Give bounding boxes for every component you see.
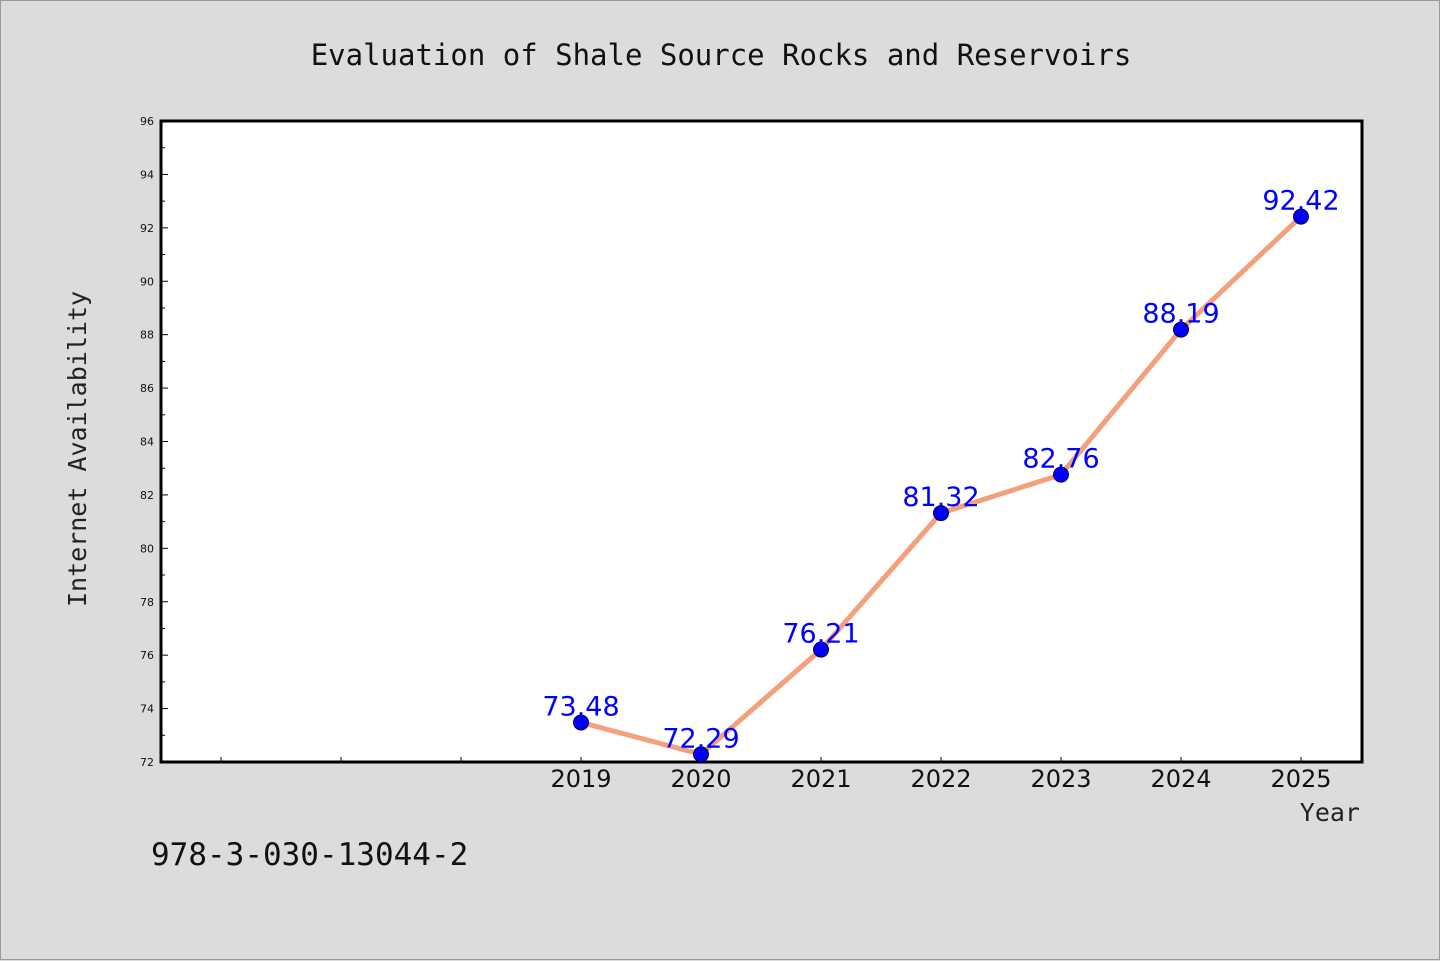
data-labels: 73.48 72.29 76.21 81.32 82.76 88.19 92.42 (542, 186, 1339, 755)
data-label: 73.48 (542, 691, 619, 722)
data-point (1173, 321, 1189, 338)
data-label: 72.29 (662, 723, 739, 754)
chart-title: Evaluation of Shale Source Rocks and Res… (311, 38, 1132, 72)
y-tick-label: 82 (140, 489, 154, 502)
y-tick-label: 84 (140, 436, 154, 449)
data-point (693, 746, 709, 763)
footnote-isbn: 978-3-030-13044-2 (151, 837, 468, 873)
y-tick-label: 90 (140, 275, 154, 288)
data-label: 88.19 (1142, 299, 1219, 330)
x-tick-label: 2023 (1030, 765, 1091, 793)
data-point (1053, 466, 1069, 483)
data-point (573, 714, 589, 731)
y-tick-label: 94 (140, 168, 154, 181)
plot-area (159, 119, 1364, 764)
data-label: 81.32 (902, 482, 979, 513)
data-point (1293, 208, 1309, 225)
y-tick-label: 92 (140, 222, 154, 235)
x-tick-label: 2021 (790, 765, 851, 793)
x-axis: 2019 2020 2021 2022 2023 2024 2025 (220, 757, 1332, 793)
x-tick-label: 2022 (910, 765, 971, 793)
y-tick-label: 72 (140, 756, 154, 769)
data-label: 82.76 (1022, 444, 1099, 475)
y-tick-label: 78 (140, 596, 154, 609)
y-axis: 72 74 76 78 80 82 84 86 88 90 92 94 96 (140, 115, 168, 769)
x-axis-label: Year (1300, 798, 1360, 827)
y-tick-label: 80 (140, 542, 154, 555)
y-axis-label: Internet Availability (63, 291, 92, 607)
y-tick-label: 76 (140, 649, 154, 662)
data-point (813, 641, 829, 658)
y-tick-label: 88 (140, 329, 154, 342)
data-label: 92.42 (1262, 186, 1339, 217)
x-tick-label: 2024 (1150, 765, 1211, 793)
y-tick-label: 96 (140, 115, 154, 128)
data-label: 76.21 (782, 619, 859, 650)
x-tick-label: 2019 (550, 765, 611, 793)
y-tick-label: 86 (140, 382, 154, 395)
series-layer (573, 208, 1309, 763)
data-point (933, 505, 949, 522)
y-tick-label: 74 (140, 703, 154, 716)
x-tick-label: 2025 (1270, 765, 1331, 793)
x-tick-label: 2020 (670, 765, 731, 793)
